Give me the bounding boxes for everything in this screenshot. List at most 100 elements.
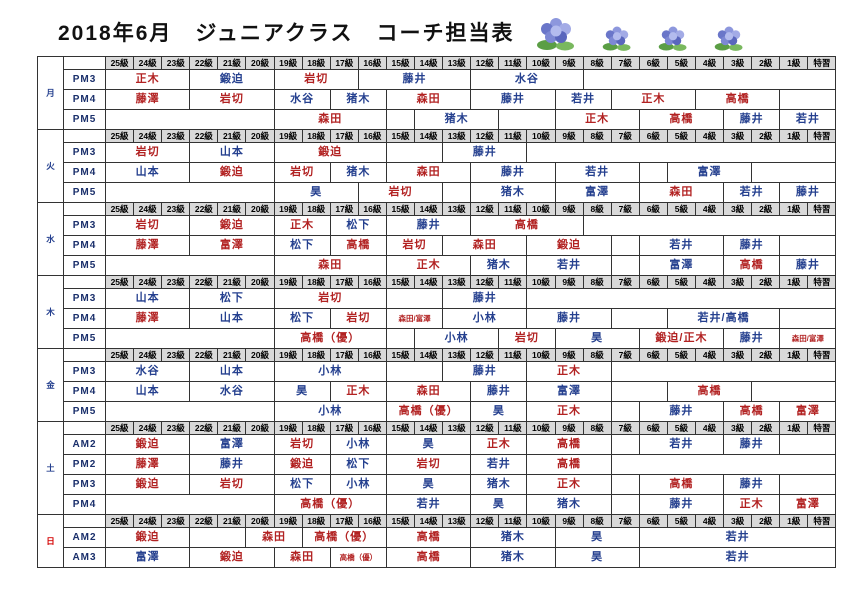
level-header: 5級 xyxy=(666,56,696,70)
level-header: 21級 xyxy=(217,514,247,528)
level-header: 2級 xyxy=(751,421,781,435)
level-header-row: 火 25級 24級 23級 22級 21級 20級 19級 18級 17級 16級 15級 14級 13級… xyxy=(37,129,837,203)
level-header: 24級 xyxy=(133,129,163,143)
coach-cell: 高橋 xyxy=(638,109,725,130)
schedule-row: PM4 藤澤 岩切 水谷 猪木 森田 藤井 若井 正木 高橋 xyxy=(38,89,837,110)
schedule-row: PM4 山本 鍛迫 岩切 猪木 森田 藤井 若井 富澤 xyxy=(38,162,837,183)
level-header: 2級 xyxy=(751,275,781,289)
level-header: 8級 xyxy=(582,202,612,216)
level-header-row: 月 25級 24級 23級 22級 21級 20級 19級 18級 17級 16級 15級 14級 13級… xyxy=(37,56,837,130)
coach-cell: 岩切 xyxy=(385,235,444,256)
coach-cell: 森田 xyxy=(638,182,725,203)
level-header: 特習 xyxy=(807,348,837,362)
level-header: 25級 xyxy=(104,514,135,528)
level-header: 4級 xyxy=(694,129,725,143)
coach-cell: 山本 xyxy=(189,142,275,163)
level-header: 11級 xyxy=(498,129,528,143)
coach-cell: 若井 xyxy=(638,527,837,548)
level-header: 10級 xyxy=(526,514,556,528)
level-header: 7級 xyxy=(610,275,640,289)
level-header: 20級 xyxy=(245,202,275,216)
level-header: 13級 xyxy=(442,514,472,528)
schedule-row: PM3 鍛迫 岩切 松下 小林昊猪木 正木 高橋 藤井 xyxy=(38,474,837,495)
empty-cell xyxy=(105,109,275,130)
level-header: 4級 xyxy=(694,202,725,216)
coach-cell: 岩切 xyxy=(273,69,359,90)
empty-cell xyxy=(610,434,640,455)
level-header: 24級 xyxy=(133,514,163,528)
empty-cell xyxy=(779,308,837,329)
coach-cell: 高橋 xyxy=(666,381,753,402)
coach-cell: 森田 xyxy=(385,381,472,402)
level-header: 14級 xyxy=(414,514,444,528)
schedule-row: PM5 高橋（優） 小林 岩切昊鍛迫/正木 藤井 森田/富澤 xyxy=(38,328,837,349)
level-header: 21級 xyxy=(217,348,247,362)
coach-cell: 猪木 xyxy=(414,109,500,130)
schedule-row: PM3 山本 松下 岩切 藤井 xyxy=(38,288,837,309)
empty-cell xyxy=(385,109,416,130)
coach-cell: 若井 xyxy=(526,255,612,276)
level-header: 6級 xyxy=(638,56,668,70)
coach-cell: 小林 xyxy=(442,308,528,329)
coach-cell: 山本 xyxy=(104,162,191,183)
level-header: 9級 xyxy=(554,129,584,143)
coach-cell: 昊 xyxy=(385,474,472,495)
level-header: 8級 xyxy=(582,348,612,362)
schedule-row: PM5 小林 高橋（優）昊正木 藤井 高橋 富澤 xyxy=(38,401,837,422)
level-header: 13級 xyxy=(442,275,472,289)
level-header: 23級 xyxy=(161,275,191,289)
time-label: PM4 xyxy=(63,235,106,256)
coach-cell: 小林 xyxy=(329,434,387,455)
level-header-row: 日 25級 24級 23級 22級 21級 20級 19級 18級 17級 16級 15級 14級 13級… xyxy=(37,514,837,568)
coach-cell: 山本 xyxy=(189,308,275,329)
empty-cell xyxy=(385,142,444,163)
coach-cell: 松下 xyxy=(273,235,331,256)
coach-cell: 若井 xyxy=(470,454,528,475)
coach-cell: 正木 xyxy=(526,361,612,382)
time-label: AM2 xyxy=(63,527,106,548)
level-header: 6級 xyxy=(638,202,668,216)
schedule-row: PM4 藤澤 富澤 松下 高橋 岩切 森田 鍛迫 若井 藤井 xyxy=(38,235,837,256)
empty-cell xyxy=(610,494,640,515)
level-header: 24級 xyxy=(133,421,163,435)
level-header: 15級 xyxy=(385,56,416,70)
empty-cell xyxy=(610,308,668,329)
coach-cell: 鍛迫/正木 xyxy=(638,328,725,349)
level-header: 20級 xyxy=(245,514,275,528)
empty-cell xyxy=(105,255,275,276)
level-header: 25級 xyxy=(104,348,135,362)
coach-cell: 若井 xyxy=(723,182,781,203)
level-header: 22級 xyxy=(189,129,219,143)
level-header: 6級 xyxy=(638,421,668,435)
header: 2018年6月 ジュニアクラス コーチ担当表 xyxy=(0,0,842,56)
time-label: PM4 xyxy=(63,308,106,329)
coach-cell: 松下 xyxy=(329,215,387,236)
coach-cell: 猪木 xyxy=(470,182,556,203)
coach-cell: 松下 xyxy=(329,454,387,475)
level-header: 6級 xyxy=(638,348,668,362)
level-header: 10級 xyxy=(526,348,556,362)
level-header: 17級 xyxy=(329,348,359,362)
coach-cell: 富澤 xyxy=(189,434,275,455)
coach-cell: 富澤 xyxy=(779,494,837,515)
coach-cell: 猪木 xyxy=(470,527,556,548)
level-header: 15級 xyxy=(385,421,416,435)
level-header: 22級 xyxy=(189,514,219,528)
time-label: AM3 xyxy=(63,547,106,568)
coach-cell: 鍛迫 xyxy=(104,527,191,548)
coach-cell: 昊 xyxy=(554,328,640,349)
level-header: 特習 xyxy=(807,514,837,528)
coach-cell: 藤井 xyxy=(470,89,556,110)
level-header: 9級 xyxy=(554,56,584,70)
coach-cell: 藤澤 xyxy=(104,89,191,110)
coach-cell: 高橋 xyxy=(638,474,725,495)
blank-cell xyxy=(63,129,106,143)
time-label: PM5 xyxy=(63,182,106,203)
level-header: 3級 xyxy=(723,514,753,528)
empty-cell xyxy=(582,69,837,90)
coach-cell: 昊 xyxy=(554,527,640,548)
level-header-row: 水 25級 24級 23級 22級 21級 20級 19級 18級 17級 16級 15級 14級 13級… xyxy=(37,202,837,276)
coach-cell: 正木 xyxy=(526,474,612,495)
coach-cell: 猪木 xyxy=(329,162,387,183)
time-label: PM4 xyxy=(63,89,106,110)
